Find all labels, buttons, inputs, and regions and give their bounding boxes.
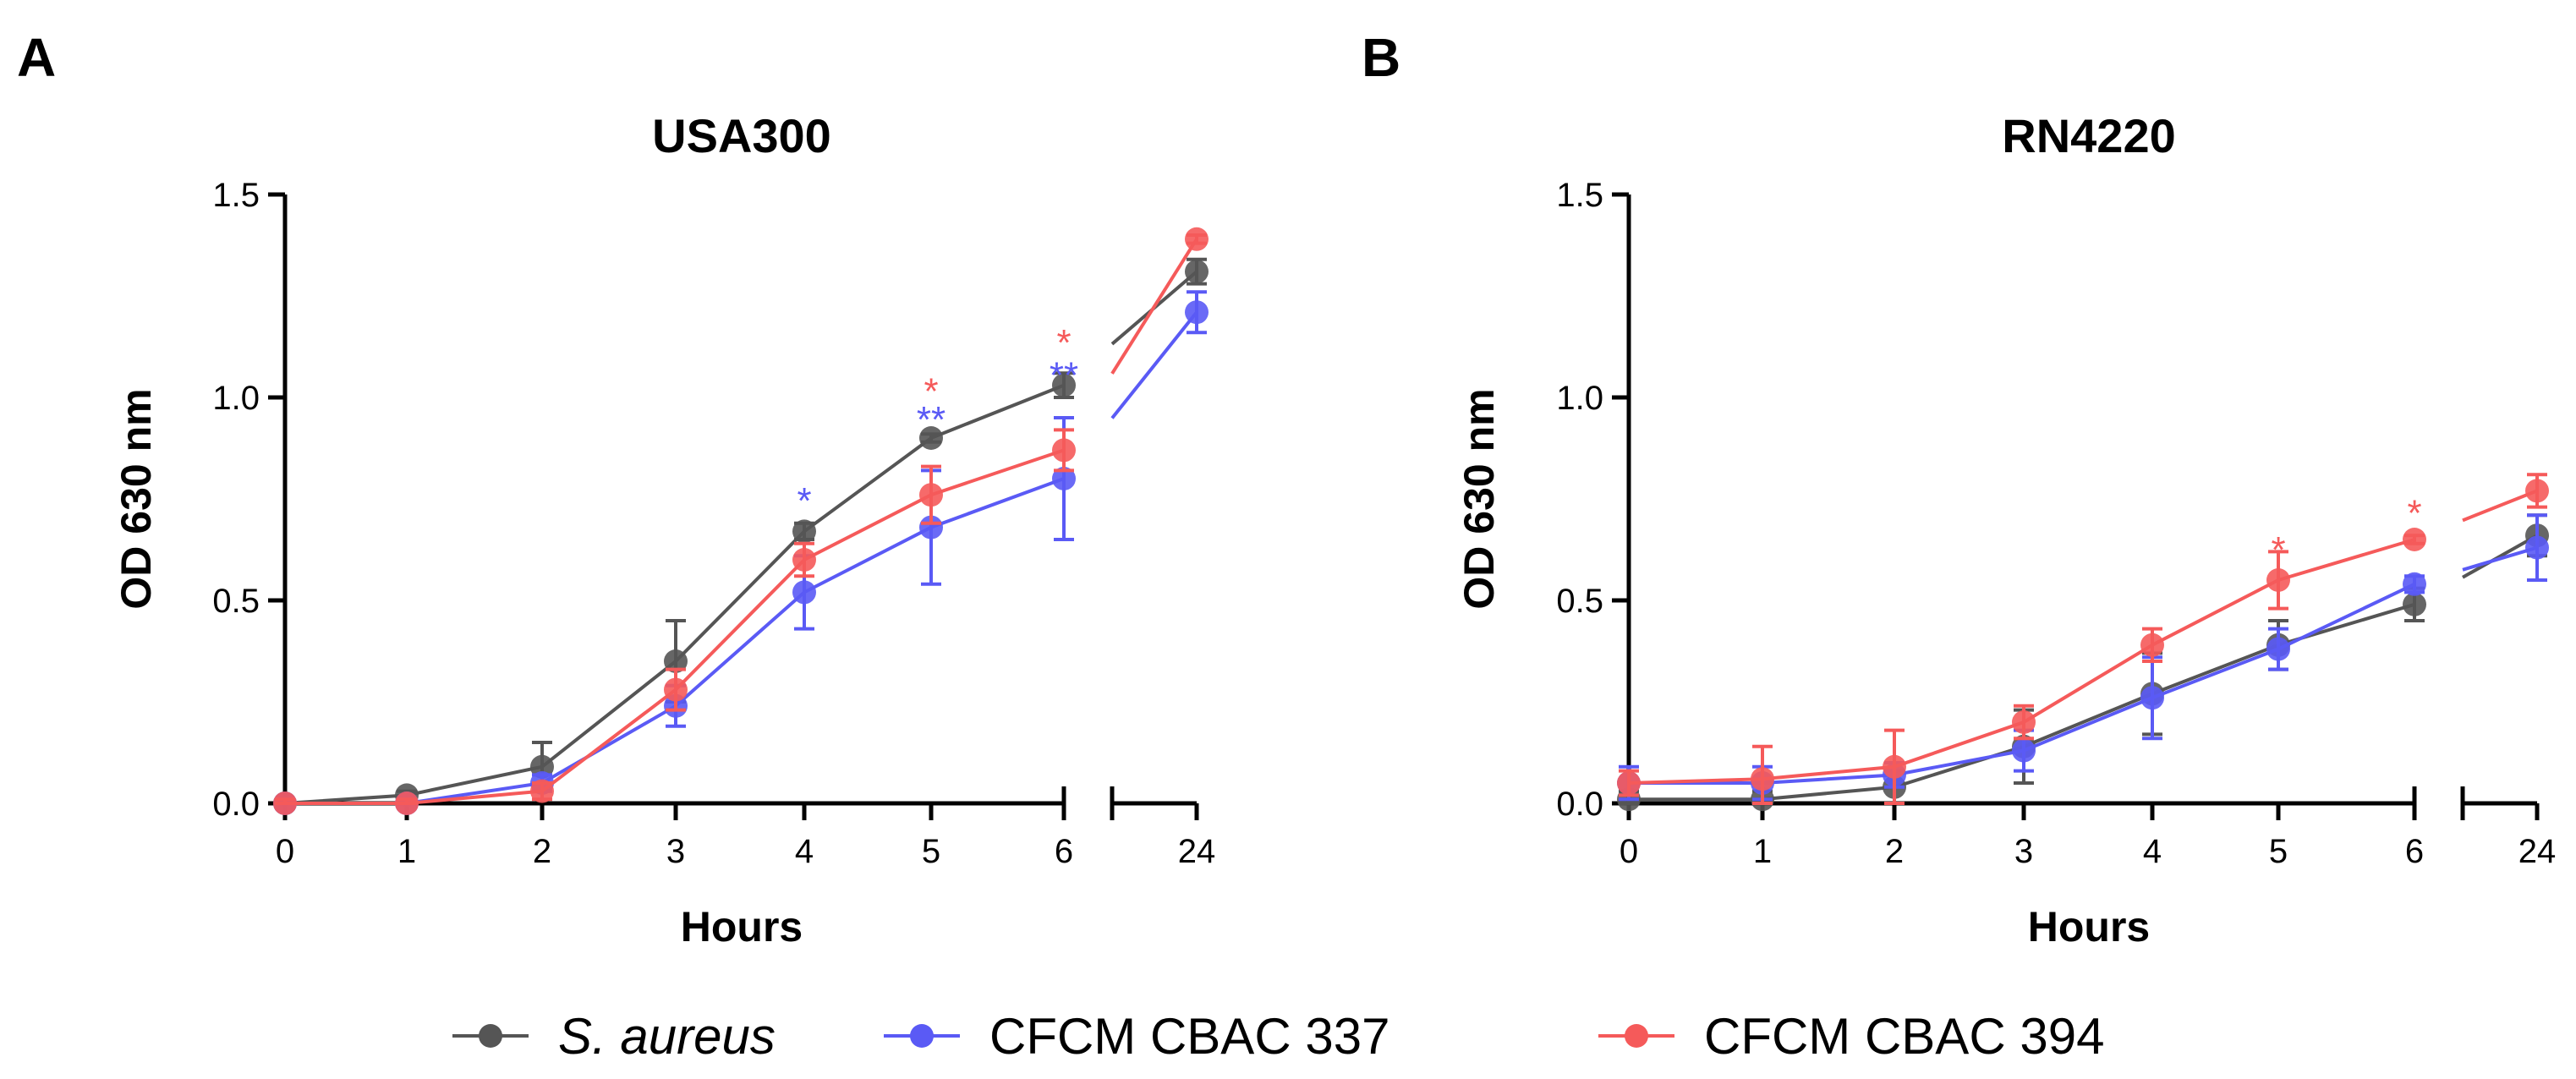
data-point: [273, 791, 297, 815]
data-point: [2403, 528, 2426, 551]
x-tick-label: 0: [276, 833, 294, 870]
y-axis-label: OD 630 nm: [1455, 388, 1503, 609]
legend-item-cfcm-cbac-394: CFCM CBAC 394: [1598, 1008, 2104, 1065]
x-tick-label: 5: [922, 833, 940, 870]
legend-label: CFCM CBAC 394: [1704, 1008, 2104, 1065]
series-cfcm-cbac-337: [1617, 513, 2549, 802]
panel-letter: A: [17, 27, 56, 88]
data-point: [2525, 479, 2549, 503]
y-tick-label: 0.0: [1556, 786, 1603, 823]
legend-item-s-aureus: S. aureus: [452, 1008, 776, 1065]
y-axis-label: OD 630 nm: [112, 388, 160, 609]
x-tick-label: 5: [2269, 833, 2288, 870]
data-point: [919, 426, 943, 450]
data-point: [1052, 467, 1076, 490]
y-tick-label: 1.0: [1556, 380, 1603, 417]
significance-marker: *: [2271, 529, 2285, 571]
data-point: [1185, 300, 1209, 325]
data-point: [2525, 535, 2549, 560]
x-tick-label: 2: [533, 833, 551, 870]
chart-title: USA300: [652, 109, 831, 162]
series-line-24h: [2462, 545, 2538, 572]
legend-label: CFCM CBAC 337: [989, 1008, 1389, 1065]
significance-marker: **: [917, 399, 945, 441]
x-tick-label: 6: [1055, 833, 1073, 870]
x-axis-label: Hours: [2028, 903, 2150, 950]
data-point: [2140, 686, 2164, 710]
series-line-24h: [2462, 534, 2538, 579]
series-cfcm-cbac-394: [273, 227, 1209, 815]
y-tick-label: 0.5: [1556, 583, 1603, 620]
legend: S. aureus CFCM CBAC 337 CFCM CBAC 394: [452, 1008, 2104, 1065]
x-tick-label: 1: [397, 833, 416, 870]
x-tick-label: 2: [1885, 833, 1904, 870]
significance-marker: *: [1056, 322, 1071, 364]
series-line-24h: [2462, 489, 2538, 523]
legend-swatch-marker: [1625, 1024, 1648, 1048]
data-point: [2403, 592, 2426, 616]
x-tick-label: 3: [666, 833, 685, 870]
data-point: [2403, 572, 2426, 596]
x-tick-label: 0: [1620, 833, 1638, 870]
data-point: [2012, 738, 2036, 763]
data-point: [2266, 568, 2290, 592]
y-tick-label: 0.5: [212, 583, 260, 620]
data-point: [395, 791, 419, 815]
data-point: [792, 580, 816, 605]
data-point: [792, 519, 816, 544]
x-tick-label: 3: [2014, 833, 2033, 870]
data-point: [1052, 373, 1076, 397]
legend-swatch-marker: [910, 1024, 934, 1048]
x-tick-label: 1: [1753, 833, 1772, 870]
y-tick-label: 0.0: [212, 786, 260, 823]
significance-marker: *: [2407, 493, 2421, 534]
x-tick-label: 4: [795, 833, 814, 870]
x-tick-label: 24: [2518, 833, 2557, 870]
panel-a: A USA300 0.0 0.5 1.0 1.5 0 1 2 3 4 5 6 24 Hours OD 630 …: [17, 27, 1215, 950]
series-cfcm-cbac-394: [1617, 473, 2549, 805]
panel-b: B RN4220 0.0 0.5 1.0 1.5 0 1 2 3 4 5 6 24 Hours OD 630 …: [1362, 27, 2556, 950]
series-line-24h: [1110, 238, 1198, 375]
data-point: [792, 548, 816, 572]
x-tick-label: 6: [2405, 833, 2424, 870]
data-point: [1052, 438, 1076, 463]
data-point: [2266, 637, 2290, 661]
x-tick-label: 4: [2143, 833, 2162, 870]
legend-item-cfcm-cbac-337: CFCM CBAC 337: [884, 1008, 1389, 1065]
x-axis-label: Hours: [681, 903, 803, 950]
data-point: [919, 515, 943, 540]
significance-marker: *: [797, 480, 811, 522]
series-line: [284, 383, 1065, 805]
data-point: [664, 677, 688, 702]
legend-swatch-marker: [479, 1024, 502, 1048]
data-point: [1617, 771, 1641, 795]
data-point: [1185, 260, 1209, 284]
series-line-24h: [1110, 310, 1198, 419]
data-point: [2140, 633, 2164, 657]
y-tick-label: 1.5: [212, 177, 260, 214]
significance-marker: **: [1050, 354, 1078, 396]
legend-label: S. aureus: [558, 1008, 776, 1065]
data-point: [2012, 710, 2036, 734]
data-point: [1185, 227, 1209, 251]
data-point: [530, 779, 554, 803]
x-tick-label: 24: [1178, 833, 1216, 870]
data-point: [919, 483, 943, 507]
significance-marker: *: [924, 371, 938, 413]
data-point: [530, 754, 554, 779]
panel-letter: B: [1362, 27, 1400, 88]
data-point: [664, 649, 688, 673]
y-tick-label: 1.5: [1556, 177, 1603, 214]
data-point: [1883, 754, 1906, 779]
y-tick-label: 1.0: [212, 380, 260, 417]
chart-title: RN4220: [2002, 109, 2175, 162]
data-point: [1751, 767, 1774, 791]
